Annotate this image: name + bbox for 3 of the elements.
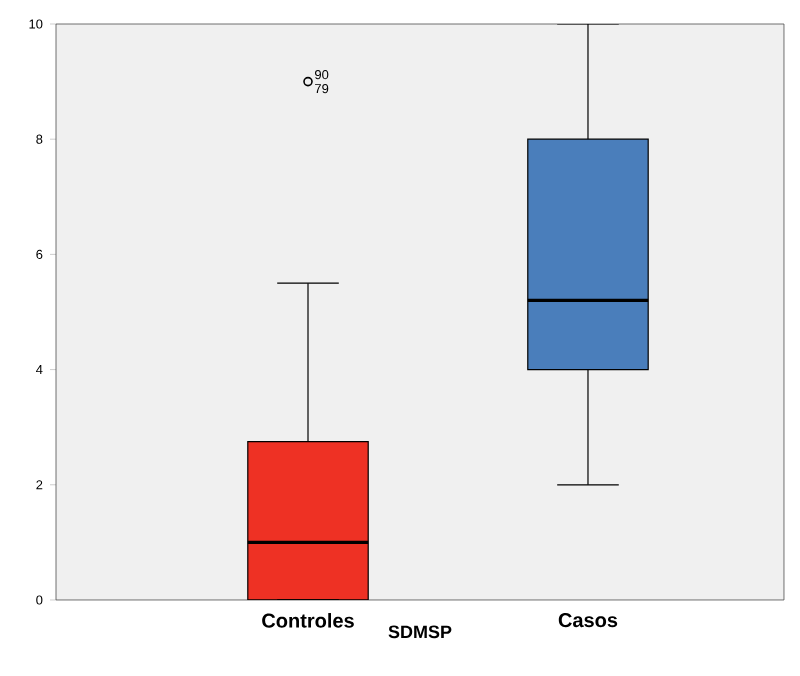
x-tick-label: Controles: [262, 613, 354, 628]
x-tick-label: Casos: [558, 613, 618, 628]
x-axis-title: SDMSP: [388, 625, 452, 639]
